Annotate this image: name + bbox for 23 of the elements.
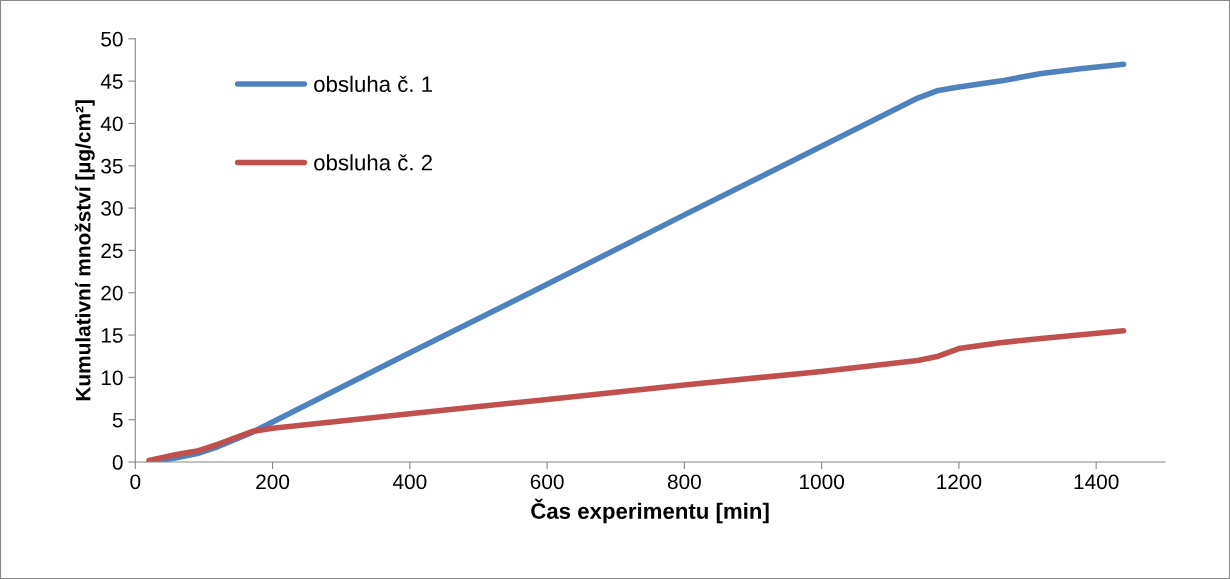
legend-label: obsluha č. 1 — [314, 75, 432, 93]
legend-label: obsluha č. 2 — [314, 154, 432, 171]
x-axis-title: Čas experimentu [min] — [531, 498, 769, 524]
y-tick-label: 25 — [101, 243, 123, 259]
x-tick-label: 400 — [392, 474, 427, 490]
y-axis-title: Kumulativní množství [µg/cm²] — [74, 100, 95, 401]
y-tick-label: 30 — [101, 201, 123, 216]
y-tick-label: 0 — [112, 455, 123, 470]
y-tick-label: 35 — [101, 158, 123, 174]
x-tick-label: 0 — [130, 474, 141, 490]
y-tick-label: 5 — [112, 412, 123, 428]
y-tick-label: 45 — [100, 74, 123, 89]
y-tick-label: 40 — [100, 116, 123, 132]
x-tick-label: 800 — [667, 474, 701, 490]
x-tick-label: 1200 — [937, 474, 982, 490]
x-tick-label: 1400 — [1074, 474, 1119, 490]
y-tick-label: 20 — [101, 285, 123, 301]
y-tick-label: 15 — [101, 328, 123, 343]
x-tick-label: 600 — [530, 474, 564, 490]
x-tick-label: 200 — [256, 474, 290, 490]
y-tick-label: 50 — [101, 31, 123, 47]
x-tick-label: 1000 — [800, 474, 844, 490]
y-tick-label: 10 — [101, 370, 123, 386]
